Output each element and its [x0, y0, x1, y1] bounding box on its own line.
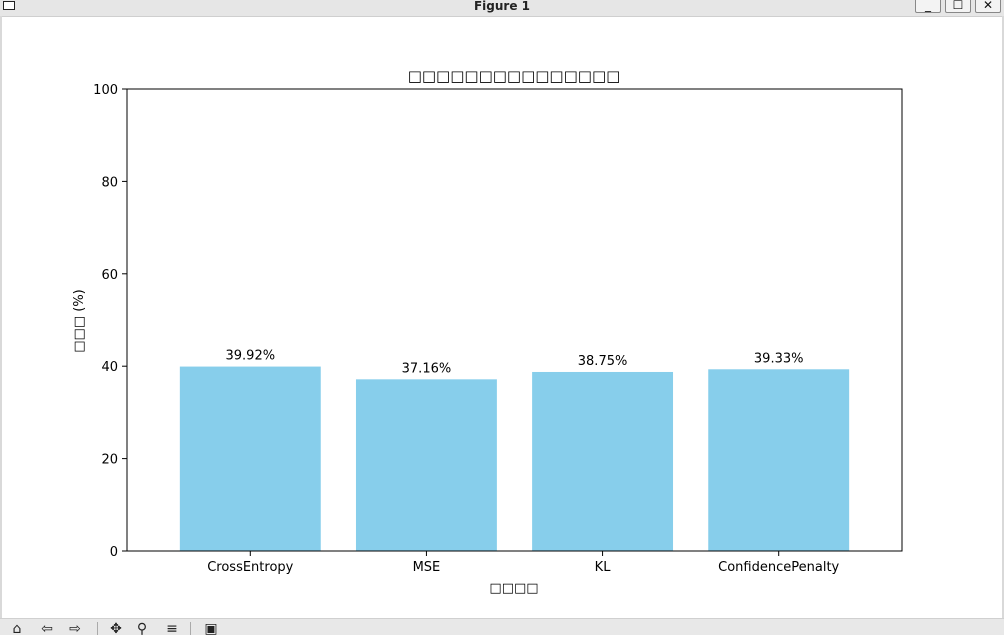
maximize-button[interactable]: ☐ [945, 0, 971, 13]
close-button[interactable]: ✕ [975, 0, 1001, 13]
home-icon[interactable]: ⌂ [12, 622, 22, 636]
y-axis-label: □□□ (%) [72, 289, 87, 352]
x-axis-label: □□□□ [489, 581, 538, 596]
minimize-icon: _ [925, 0, 931, 12]
data-label-ConfidencePenalty: 39.33% [754, 351, 804, 366]
x-tick-label: ConfidencePenalty [718, 560, 839, 575]
chart-title: □□□□□□□□□□□□□□□ [408, 67, 621, 85]
plot-frame [126, 88, 903, 552]
y-tick-label: 40 [101, 360, 118, 375]
data-label-CrossEntropy: 39.92% [226, 349, 276, 364]
x-tick-label: MSE [413, 560, 441, 575]
y-tick-label: 60 [101, 268, 118, 283]
navigation-toolbar: ⌂ ⇦ ⇨ ✥ ⚲ ≡ ▣ [0, 618, 1004, 636]
bars-layer: 39.92% 37.16% 38.75% 39.33% [179, 349, 850, 551]
bar-KL [532, 371, 674, 551]
y-tick-label: 0 [110, 545, 118, 560]
bar-ConfidencePenalty [708, 369, 850, 551]
minimize-button[interactable]: _ [915, 0, 941, 13]
bar-CrossEntropy [179, 366, 321, 551]
axes-layer: CrossEntropy MSE KL ConfidencePenalty 0 20 40 6… [93, 83, 903, 575]
forward-icon[interactable]: ⇨ [69, 622, 81, 636]
close-icon: ✕ [982, 0, 994, 12]
back-icon[interactable]: ⇦ [41, 622, 53, 636]
x-tick-label: CrossEntropy [207, 560, 293, 575]
figure-canvas: 39.92% 37.16% 38.75% 39.33% CrossEntropy MSE… [2, 17, 1002, 617]
y-tick-label: 80 [101, 175, 118, 190]
toolbar-separator [97, 622, 98, 635]
toolbar-separator [190, 622, 191, 635]
bar-MSE [355, 379, 497, 551]
zoom-icon[interactable]: ⚲ [136, 622, 148, 636]
window-titlebar: Figure 1 _ ☐ ✕ [0, 0, 1004, 17]
maximize-icon: ☐ [952, 0, 964, 12]
pan-icon[interactable]: ✥ [110, 622, 122, 636]
data-label-KL: 38.75% [578, 354, 628, 369]
window-border-left [0, 16, 2, 618]
y-tick-label: 100 [93, 83, 118, 98]
bar-chart: 39.92% 37.16% 38.75% 39.33% CrossEntropy MSE… [72, 67, 903, 596]
data-label-MSE: 37.16% [402, 361, 452, 376]
window-icon [3, 1, 15, 10]
y-tick-label: 20 [101, 453, 118, 468]
window-title: Figure 1 [473, 0, 531, 13]
window-border-right [1002, 16, 1004, 618]
x-tick-label: KL [595, 560, 612, 575]
configure-subplots-icon[interactable]: ≡ [166, 622, 178, 636]
save-icon[interactable]: ▣ [204, 622, 218, 636]
